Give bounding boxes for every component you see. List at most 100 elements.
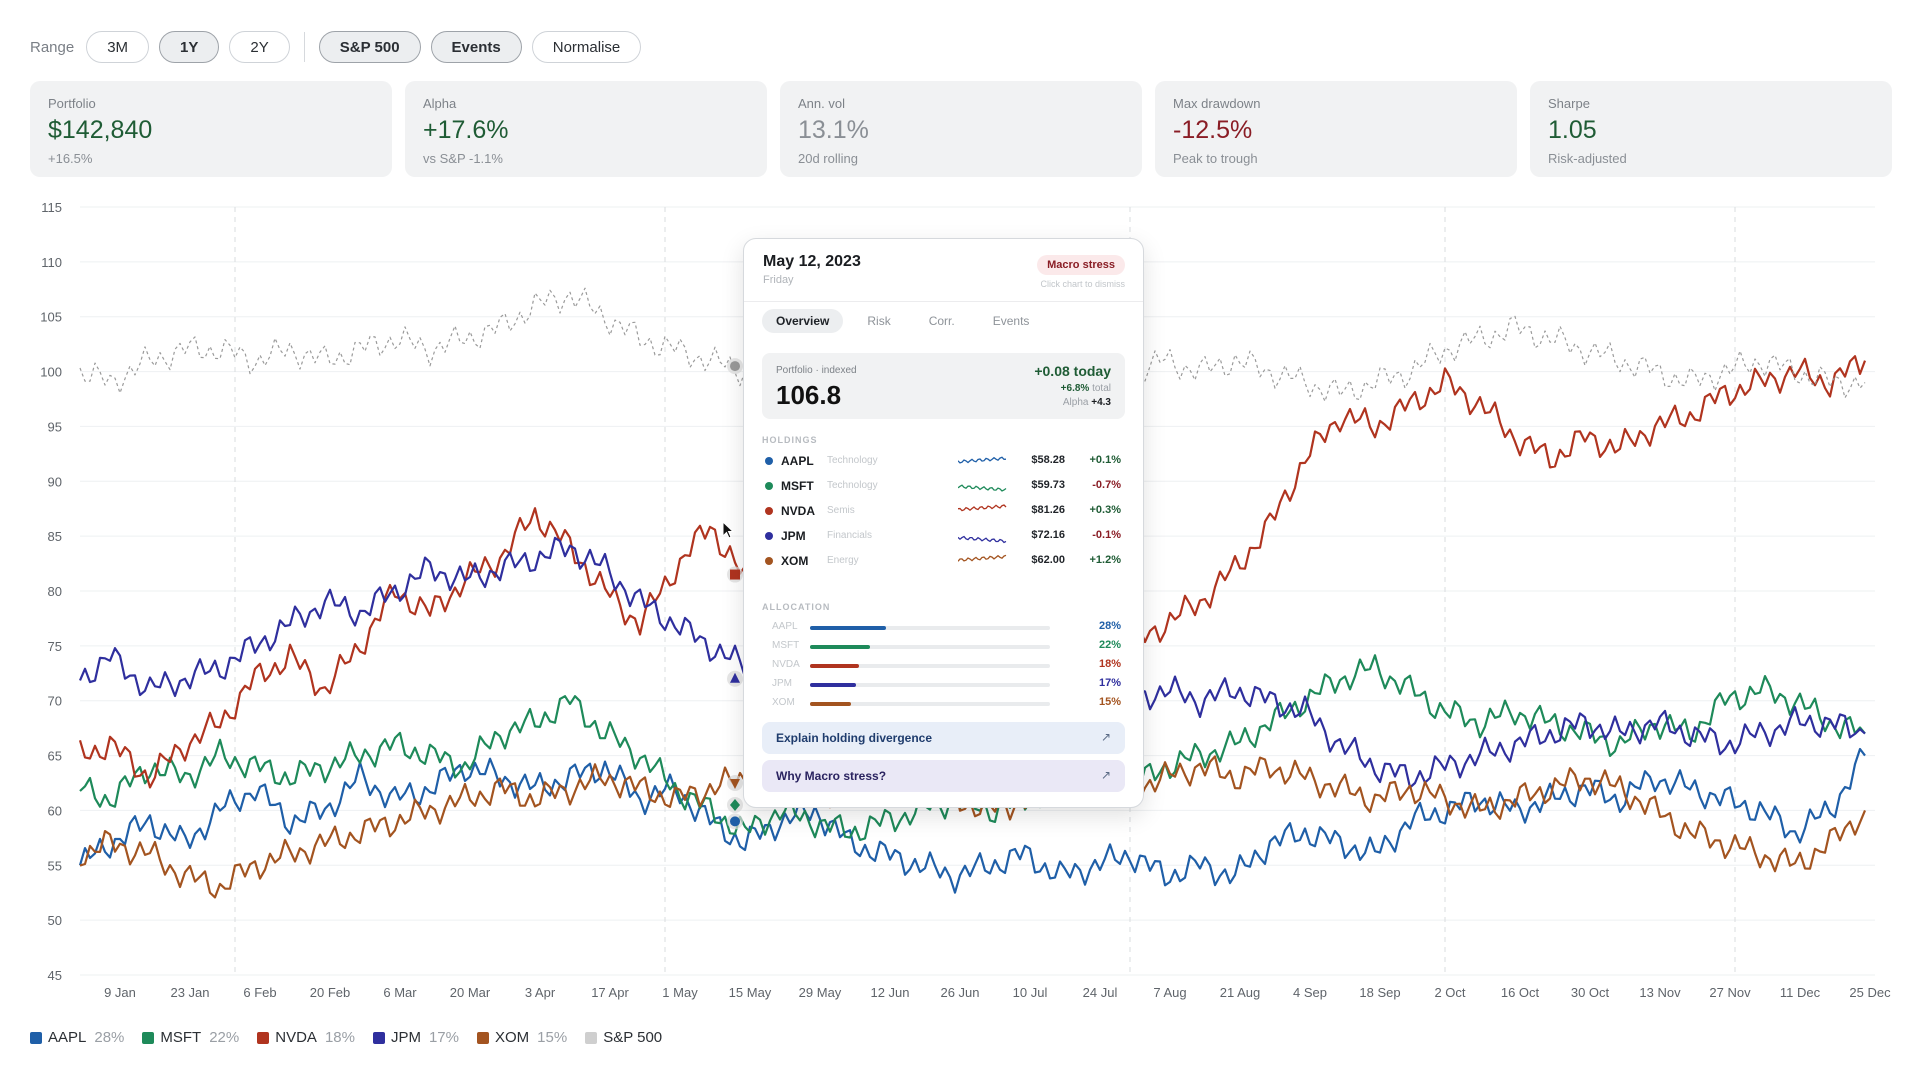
legend-item-sp500[interactable]: S&P 500 xyxy=(585,1029,662,1046)
allocation-ticker: JPM xyxy=(772,678,792,689)
holding-row-msft[interactable]: MSFT Technology $59.73 -0.7% xyxy=(762,474,1125,499)
range-3m-button[interactable]: 3M xyxy=(86,31,150,63)
allocation-pct: 22% xyxy=(1098,639,1121,651)
tab-overview[interactable]: Overview xyxy=(762,309,844,333)
legend-pct: 17% xyxy=(428,1029,459,1046)
holding-sector: Energy xyxy=(827,555,859,566)
allocation-row-msft: MSFT 22% xyxy=(762,637,1125,656)
kpi-value: 13.1% xyxy=(798,116,869,144)
y-tick-label: 70 xyxy=(48,694,62,709)
allocation-pct: 28% xyxy=(1098,620,1121,632)
popup-date: May 12, 2023 xyxy=(763,253,861,270)
x-tick-label: 12 Jun xyxy=(870,985,909,1000)
allocation-track xyxy=(810,645,1050,649)
range-2y-button[interactable]: 2Y xyxy=(229,31,290,63)
kpi-label: Ann. vol xyxy=(798,96,845,111)
holding-color-dot xyxy=(765,507,773,515)
allocation-track xyxy=(810,626,1050,630)
legend-item-jpm[interactable]: JPM 17% xyxy=(372,1029,459,1046)
legend-item-aapl[interactable]: AAPL 28% xyxy=(30,1029,124,1046)
range-1y-button[interactable]: 1Y xyxy=(159,31,220,63)
holding-change: +0.3% xyxy=(1089,504,1122,516)
hover-marker xyxy=(730,779,740,789)
tab-events[interactable]: Events xyxy=(992,314,1030,328)
alpha-line: Alpha +4.3 xyxy=(1063,397,1111,408)
popup-tabs: Overview Risk Corr. Events xyxy=(762,309,1043,333)
x-tick-label: 6 Feb xyxy=(243,985,276,1000)
legend-swatch xyxy=(257,1031,270,1044)
total-value: +6.8% xyxy=(1060,383,1090,394)
date-detail-popup: May 12, 2023 Friday Macro stress Click c… xyxy=(743,238,1144,808)
hover-marker xyxy=(730,798,740,811)
holding-price: $58.28 xyxy=(1031,454,1065,466)
legend-label: AAPL xyxy=(48,1029,87,1046)
legend-item-msft[interactable]: MSFT 22% xyxy=(142,1029,239,1046)
legend-swatch xyxy=(30,1031,42,1044)
holding-sparkline xyxy=(958,484,1007,492)
holding-price: $62.00 xyxy=(1031,554,1065,566)
kpi-value: +17.6% xyxy=(423,116,509,144)
kpi-sub: vs S&P -1.1% xyxy=(423,151,503,166)
tab-corr[interactable]: Corr. xyxy=(928,314,955,328)
holding-sparkline xyxy=(958,456,1007,464)
arrow-up-right-icon: ↗ xyxy=(1100,730,1111,744)
normalise-toggle[interactable]: Normalise xyxy=(531,31,642,63)
holding-row-jpm[interactable]: JPM Financials $72.16 -0.1% xyxy=(762,524,1125,549)
kpi-row: Portfolio $142,840 +16.5% Alpha +17.6% v… xyxy=(30,81,1892,177)
legend-pct: 22% xyxy=(209,1029,240,1046)
holding-row-xom[interactable]: XOM Energy $62.00 +1.2% xyxy=(762,549,1125,574)
legend-label: XOM xyxy=(495,1029,530,1046)
x-tick-label: 30 Oct xyxy=(1571,985,1610,1000)
sp500-toggle[interactable]: S&P 500 xyxy=(318,31,421,63)
y-tick-label: 75 xyxy=(48,639,62,654)
tab-risk[interactable]: Risk xyxy=(867,314,891,328)
x-tick-label: 13 Nov xyxy=(1639,985,1681,1000)
holding-ticker: XOM xyxy=(781,554,809,568)
kpi-card-sharpe: Sharpe 1.05 Risk-adjusted xyxy=(1530,81,1892,177)
x-tick-label: 2 Oct xyxy=(1434,985,1465,1000)
y-tick-label: 100 xyxy=(40,365,62,380)
holding-change: +0.1% xyxy=(1089,454,1122,466)
legend-pct: 18% xyxy=(324,1029,355,1046)
allocation-bar xyxy=(810,626,886,630)
y-tick-label: 105 xyxy=(40,310,62,325)
x-tick-label: 7 Aug xyxy=(1153,985,1186,1000)
legend-label: S&P 500 xyxy=(603,1029,663,1046)
explain-divergence-button[interactable]: Explain holding divergence ↗ xyxy=(762,722,1125,754)
x-tick-label: 25 Dec xyxy=(1849,985,1891,1000)
legend-item-xom[interactable]: XOM 15% xyxy=(477,1029,567,1046)
x-tick-label: 23 Jan xyxy=(170,985,209,1000)
popup-weekday: Friday xyxy=(763,274,794,286)
legend-pct: 28% xyxy=(94,1029,125,1046)
holding-price: $59.73 xyxy=(1031,479,1065,491)
x-tick-label: 9 Jan xyxy=(104,985,136,1000)
events-toggle[interactable]: Events xyxy=(430,31,522,63)
allocation-ticker: MSFT xyxy=(772,640,800,651)
portfolio-index-label: Portfolio · indexed xyxy=(776,365,857,376)
holding-sector: Semis xyxy=(827,505,855,516)
legend-swatch xyxy=(585,1031,598,1044)
legend-label: NVDA xyxy=(275,1029,317,1046)
allocation-pct: 18% xyxy=(1098,658,1121,670)
x-tick-label: 4 Sep xyxy=(1293,985,1327,1000)
allocation-row-aapl: AAPL 28% xyxy=(762,618,1125,637)
x-tick-label: 17 Apr xyxy=(591,985,629,1000)
legend-item-nvda[interactable]: NVDA 18% xyxy=(257,1029,355,1046)
alpha-label: Alpha xyxy=(1062,397,1089,408)
y-tick-label: 55 xyxy=(48,858,62,873)
holding-change: -0.1% xyxy=(1092,529,1121,541)
holding-ticker: MSFT xyxy=(781,479,814,493)
why-macro-stress-button[interactable]: Why Macro stress? ↗ xyxy=(762,760,1125,792)
why-macro-stress-label: Why Macro stress? xyxy=(776,769,887,783)
regime-badge: Macro stress xyxy=(1037,255,1125,275)
x-tick-label: 21 Aug xyxy=(1220,985,1261,1000)
holding-row-nvda[interactable]: NVDA Semis $81.26 +0.3% xyxy=(762,499,1125,524)
legend-swatch xyxy=(142,1031,155,1044)
kpi-card-alpha: Alpha +17.6% vs S&P -1.1% xyxy=(405,81,767,177)
explain-divergence-label: Explain holding divergence xyxy=(776,731,933,745)
x-tick-label: 11 Dec xyxy=(1780,985,1821,1000)
allocation-heading: ALLOCATION xyxy=(762,602,831,612)
holding-row-aapl[interactable]: AAPL Technology $58.28 +0.1% xyxy=(762,449,1125,474)
chart-legend: AAPL 28% MSFT 22% NVDA 18% JPM 17% XOM 15% S&… xyxy=(30,1029,662,1046)
holding-sector: Financials xyxy=(827,530,873,541)
